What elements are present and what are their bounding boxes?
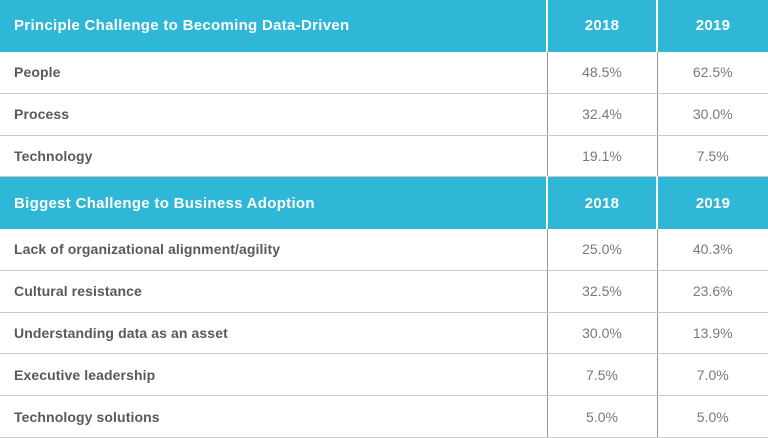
row-label: Process [0, 93, 547, 136]
table-row: Process 32.4% 30.0% [0, 93, 768, 136]
section-header-row: Biggest Challenge to Business Adoption 2… [0, 176, 768, 229]
value-2018: 19.1% [546, 135, 657, 178]
value-2019: 62.5% [656, 51, 768, 95]
row-label: Technology [0, 135, 547, 178]
value-2018: 5.0% [546, 395, 657, 438]
value-2018: 32.4% [546, 93, 657, 136]
table-row: Lack of organizational alignment/agility… [0, 228, 768, 272]
row-label: Executive leadership [0, 353, 547, 397]
row-label: Cultural resistance [0, 270, 547, 313]
table-row: Executive leadership 7.5% 7.0% [0, 353, 768, 397]
value-2018: 48.5% [546, 51, 657, 95]
value-2018: 30.0% [546, 312, 657, 355]
section-title: Biggest Challenge to Business Adoption [0, 176, 547, 229]
value-2019: 23.6% [656, 270, 768, 313]
row-label: Lack of organizational alignment/agility [0, 228, 547, 272]
row-label: Understanding data as an asset [0, 312, 547, 355]
value-2019: 30.0% [656, 93, 768, 136]
column-header-2019: 2019 [656, 0, 768, 52]
table-row: Technology 19.1% 7.5% [0, 135, 768, 178]
value-2019: 40.3% [656, 228, 768, 272]
section-header-row: Principle Challenge to Becoming Data-Dri… [0, 0, 768, 52]
value-2019: 7.0% [656, 353, 768, 397]
table-row: People 48.5% 62.5% [0, 51, 768, 95]
column-header-2018: 2018 [546, 0, 657, 52]
section-title: Principle Challenge to Becoming Data-Dri… [0, 0, 547, 52]
value-2019: 5.0% [656, 395, 768, 438]
table-row: Technology solutions 5.0% 5.0% [0, 395, 768, 438]
column-header-2018: 2018 [546, 176, 657, 229]
value-2019: 7.5% [656, 135, 768, 178]
table-row: Cultural resistance 32.5% 23.6% [0, 270, 768, 313]
value-2018: 25.0% [546, 228, 657, 272]
row-label: Technology solutions [0, 395, 547, 438]
table-row: Understanding data as an asset 30.0% 13.… [0, 312, 768, 355]
column-header-2019: 2019 [656, 176, 768, 229]
value-2018: 7.5% [546, 353, 657, 397]
value-2018: 32.5% [546, 270, 657, 313]
row-label: People [0, 51, 547, 95]
value-2019: 13.9% [656, 312, 768, 355]
